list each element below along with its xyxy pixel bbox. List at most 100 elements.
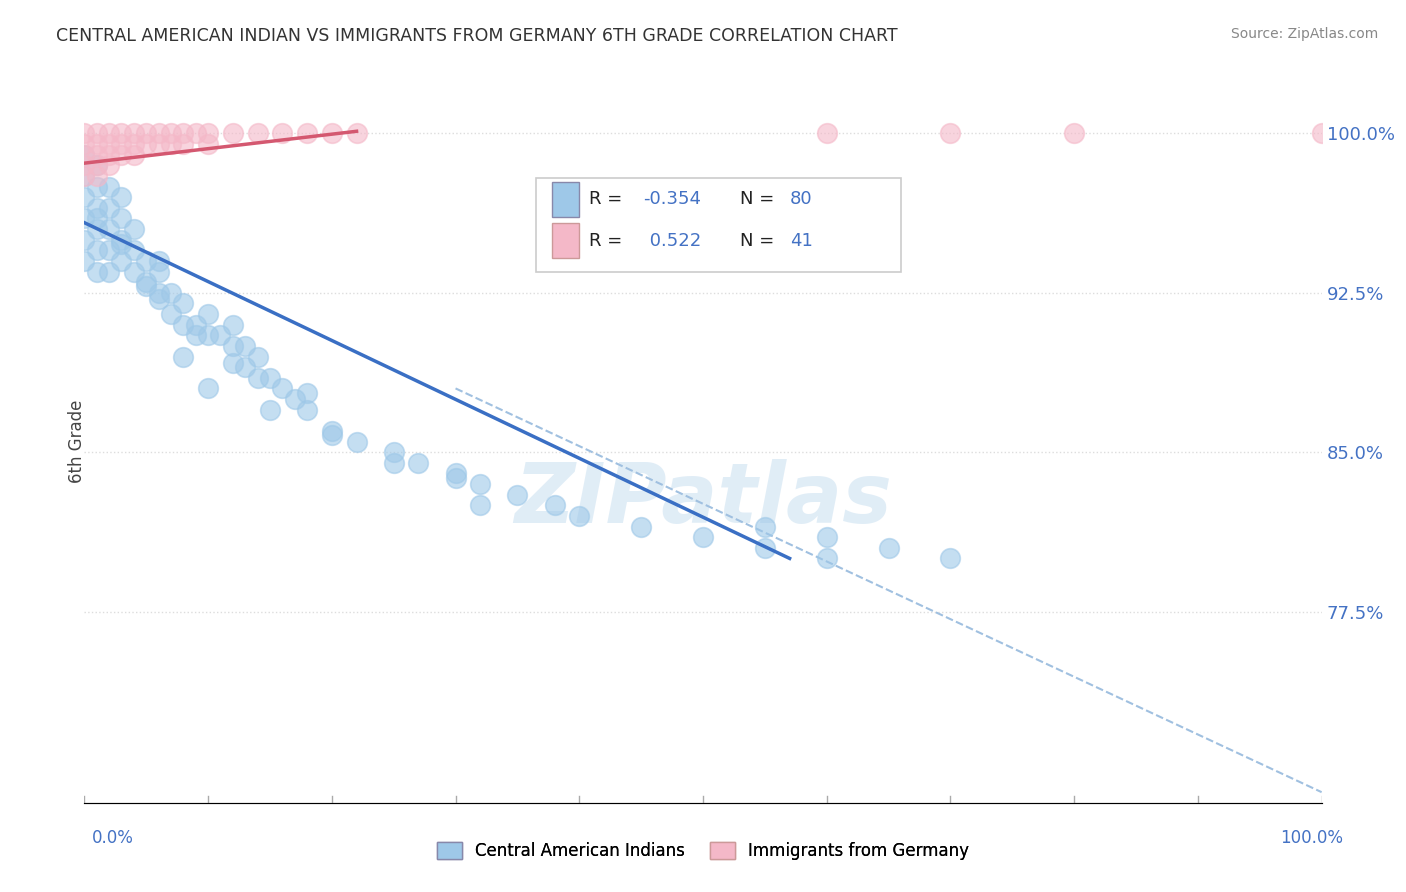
Point <box>110 233 132 247</box>
Point <box>568 508 591 523</box>
Point <box>98 127 121 141</box>
Point <box>295 127 318 141</box>
Point <box>135 254 157 268</box>
Point <box>135 275 157 289</box>
Point <box>98 264 121 278</box>
Point <box>939 551 962 566</box>
Point <box>73 158 96 172</box>
Point <box>271 127 294 141</box>
Point <box>271 381 294 395</box>
Point <box>184 127 207 141</box>
Point <box>98 179 121 194</box>
Point <box>197 307 219 321</box>
Point <box>321 428 343 442</box>
Point <box>148 292 170 306</box>
Point <box>98 136 121 151</box>
Point <box>98 244 121 258</box>
Point <box>259 371 281 385</box>
Text: ZIPatlas: ZIPatlas <box>515 458 891 540</box>
Point <box>222 339 245 353</box>
Point <box>86 201 108 215</box>
Point <box>148 254 170 268</box>
Point <box>110 147 132 161</box>
Text: Source: ZipAtlas.com: Source: ZipAtlas.com <box>1230 27 1378 41</box>
Point <box>543 498 565 512</box>
Text: CENTRAL AMERICAN INDIAN VS IMMIGRANTS FROM GERMANY 6TH GRADE CORRELATION CHART: CENTRAL AMERICAN INDIAN VS IMMIGRANTS FR… <box>56 27 898 45</box>
Point <box>160 307 183 321</box>
Point <box>98 222 121 236</box>
Point <box>110 236 132 251</box>
Bar <box>553 182 579 217</box>
Point <box>86 158 108 172</box>
Point <box>184 318 207 332</box>
Text: 100.0%: 100.0% <box>1279 829 1343 847</box>
Point <box>815 551 838 566</box>
Point <box>122 136 145 151</box>
Text: -0.354: -0.354 <box>644 191 702 209</box>
Point <box>86 179 108 194</box>
Point <box>295 385 318 400</box>
Point <box>122 127 145 141</box>
Point <box>222 127 245 141</box>
Point <box>73 147 96 161</box>
Point <box>259 402 281 417</box>
Point <box>1063 127 1085 141</box>
Point <box>246 371 269 385</box>
Point <box>382 445 405 459</box>
Point <box>692 530 714 544</box>
Point <box>86 244 108 258</box>
Point <box>110 211 132 226</box>
Point <box>815 530 838 544</box>
Point <box>939 127 962 141</box>
Point <box>110 127 132 141</box>
Point <box>122 244 145 258</box>
Text: 0.0%: 0.0% <box>91 829 134 847</box>
Point <box>86 211 108 226</box>
Point <box>321 127 343 141</box>
Point <box>148 136 170 151</box>
Point <box>135 136 157 151</box>
Point <box>86 147 108 161</box>
FancyBboxPatch shape <box>536 178 901 272</box>
Text: R =: R = <box>589 232 628 250</box>
Point <box>148 127 170 141</box>
Point <box>122 264 145 278</box>
Point <box>506 488 529 502</box>
Bar <box>553 223 579 258</box>
Point <box>73 169 96 183</box>
Point <box>233 360 256 375</box>
Point <box>295 402 318 417</box>
Point <box>408 456 430 470</box>
Y-axis label: 6th Grade: 6th Grade <box>69 400 86 483</box>
Text: R =: R = <box>589 191 628 209</box>
Point <box>122 147 145 161</box>
Point <box>98 201 121 215</box>
Text: 80: 80 <box>790 191 813 209</box>
Point <box>321 424 343 438</box>
Point <box>382 456 405 470</box>
Point <box>197 381 219 395</box>
Point <box>135 127 157 141</box>
Legend: Central American Indians, Immigrants from Germany: Central American Indians, Immigrants fro… <box>430 835 976 867</box>
Point <box>160 127 183 141</box>
Point <box>86 136 108 151</box>
Point <box>815 127 838 141</box>
Point <box>122 222 145 236</box>
Point <box>98 147 121 161</box>
Point <box>86 222 108 236</box>
Point <box>73 127 96 141</box>
Point <box>73 254 96 268</box>
Point <box>73 233 96 247</box>
Text: N =: N = <box>740 232 780 250</box>
Point <box>197 127 219 141</box>
Point <box>160 136 183 151</box>
Point <box>222 356 245 370</box>
Point <box>444 467 467 481</box>
Point <box>470 477 492 491</box>
Point <box>135 279 157 293</box>
Point <box>184 328 207 343</box>
Point <box>197 136 219 151</box>
Point <box>1310 127 1333 141</box>
Point <box>877 541 900 555</box>
Text: 0.522: 0.522 <box>644 232 700 250</box>
